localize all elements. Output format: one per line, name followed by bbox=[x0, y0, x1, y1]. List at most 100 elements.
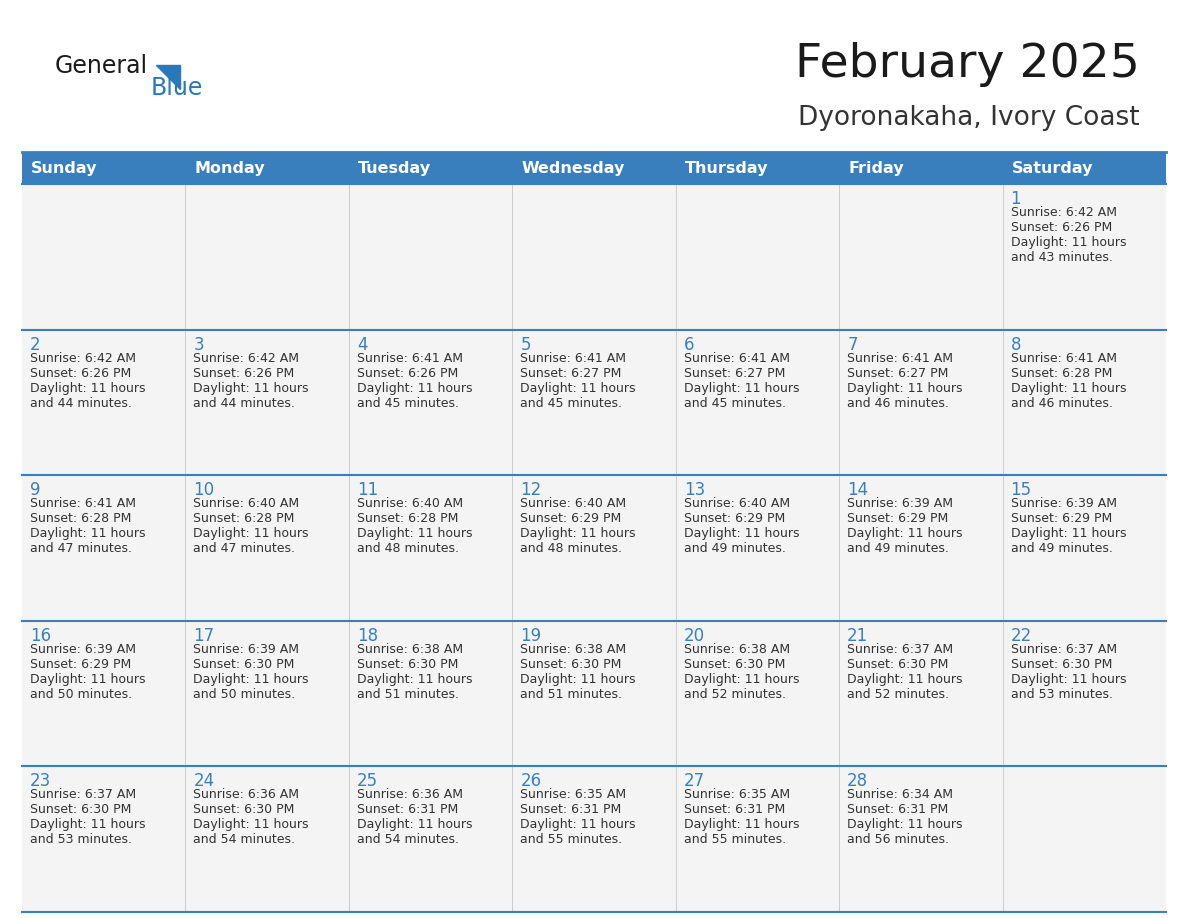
Text: Daylight: 11 hours: Daylight: 11 hours bbox=[30, 382, 145, 395]
Text: Sunset: 6:30 PM: Sunset: 6:30 PM bbox=[1011, 658, 1112, 671]
Text: Daylight: 11 hours: Daylight: 11 hours bbox=[520, 527, 636, 540]
Text: Tuesday: Tuesday bbox=[358, 161, 431, 175]
Text: Daylight: 11 hours: Daylight: 11 hours bbox=[356, 382, 473, 395]
Bar bbox=[185, 330, 349, 476]
Text: and 52 minutes.: and 52 minutes. bbox=[847, 688, 949, 700]
Text: and 48 minutes.: and 48 minutes. bbox=[356, 543, 459, 555]
Text: Wednesday: Wednesday bbox=[522, 161, 625, 175]
Text: 18: 18 bbox=[356, 627, 378, 644]
Text: and 50 minutes.: and 50 minutes. bbox=[194, 688, 296, 700]
Text: Daylight: 11 hours: Daylight: 11 hours bbox=[194, 382, 309, 395]
Text: 24: 24 bbox=[194, 772, 215, 790]
Text: Daylight: 11 hours: Daylight: 11 hours bbox=[684, 673, 800, 686]
Text: Sunset: 6:30 PM: Sunset: 6:30 PM bbox=[194, 803, 295, 816]
Bar bbox=[1003, 184, 1165, 330]
Bar bbox=[23, 152, 1165, 184]
Text: Daylight: 11 hours: Daylight: 11 hours bbox=[356, 673, 473, 686]
Text: 20: 20 bbox=[684, 627, 704, 644]
Text: and 49 minutes.: and 49 minutes. bbox=[684, 543, 785, 555]
Bar bbox=[349, 767, 512, 912]
Text: Daylight: 11 hours: Daylight: 11 hours bbox=[356, 527, 473, 540]
Text: Daylight: 11 hours: Daylight: 11 hours bbox=[1011, 382, 1126, 395]
Text: 6: 6 bbox=[684, 336, 694, 353]
Bar bbox=[512, 330, 676, 476]
Bar bbox=[23, 476, 185, 621]
Bar bbox=[23, 330, 185, 476]
Text: 21: 21 bbox=[847, 627, 868, 644]
Text: 8: 8 bbox=[1011, 336, 1020, 353]
Text: 11: 11 bbox=[356, 481, 378, 499]
Text: Daylight: 11 hours: Daylight: 11 hours bbox=[520, 382, 636, 395]
Text: Sunset: 6:28 PM: Sunset: 6:28 PM bbox=[1011, 366, 1112, 380]
Text: Friday: Friday bbox=[848, 161, 904, 175]
Text: Daylight: 11 hours: Daylight: 11 hours bbox=[520, 673, 636, 686]
Text: and 51 minutes.: and 51 minutes. bbox=[356, 688, 459, 700]
Text: Sunrise: 6:36 AM: Sunrise: 6:36 AM bbox=[356, 789, 463, 801]
Text: Sunset: 6:29 PM: Sunset: 6:29 PM bbox=[30, 658, 131, 671]
Text: and 52 minutes.: and 52 minutes. bbox=[684, 688, 785, 700]
Text: Daylight: 11 hours: Daylight: 11 hours bbox=[194, 673, 309, 686]
Text: Daylight: 11 hours: Daylight: 11 hours bbox=[684, 819, 800, 832]
Text: and 44 minutes.: and 44 minutes. bbox=[194, 397, 296, 409]
Bar bbox=[1003, 330, 1165, 476]
Bar bbox=[349, 184, 512, 330]
Text: Sunset: 6:29 PM: Sunset: 6:29 PM bbox=[684, 512, 785, 525]
Text: General: General bbox=[55, 54, 148, 78]
Text: 10: 10 bbox=[194, 481, 215, 499]
Text: Daylight: 11 hours: Daylight: 11 hours bbox=[194, 527, 309, 540]
Text: Sunset: 6:30 PM: Sunset: 6:30 PM bbox=[520, 658, 621, 671]
Text: and 45 minutes.: and 45 minutes. bbox=[684, 397, 785, 409]
Text: 23: 23 bbox=[30, 772, 51, 790]
Bar bbox=[676, 476, 839, 621]
Bar bbox=[676, 621, 839, 767]
Bar bbox=[349, 330, 512, 476]
Bar bbox=[512, 476, 676, 621]
Text: Sunrise: 6:41 AM: Sunrise: 6:41 AM bbox=[30, 498, 135, 510]
Text: Sunrise: 6:41 AM: Sunrise: 6:41 AM bbox=[356, 352, 463, 364]
Text: 5: 5 bbox=[520, 336, 531, 353]
Text: Sunrise: 6:40 AM: Sunrise: 6:40 AM bbox=[194, 498, 299, 510]
Text: and 46 minutes.: and 46 minutes. bbox=[1011, 397, 1112, 409]
Text: Daylight: 11 hours: Daylight: 11 hours bbox=[194, 819, 309, 832]
Text: Sunrise: 6:35 AM: Sunrise: 6:35 AM bbox=[520, 789, 626, 801]
Bar bbox=[185, 476, 349, 621]
Text: 15: 15 bbox=[1011, 481, 1031, 499]
Text: Sunset: 6:26 PM: Sunset: 6:26 PM bbox=[1011, 221, 1112, 234]
Text: Daylight: 11 hours: Daylight: 11 hours bbox=[1011, 527, 1126, 540]
Text: 3: 3 bbox=[194, 336, 204, 353]
Text: Sunset: 6:26 PM: Sunset: 6:26 PM bbox=[30, 366, 131, 380]
Bar bbox=[676, 184, 839, 330]
Polygon shape bbox=[156, 65, 181, 89]
Text: Daylight: 11 hours: Daylight: 11 hours bbox=[847, 382, 962, 395]
Text: Sunset: 6:31 PM: Sunset: 6:31 PM bbox=[520, 803, 621, 816]
Text: Sunrise: 6:41 AM: Sunrise: 6:41 AM bbox=[1011, 352, 1117, 364]
Text: and 55 minutes.: and 55 minutes. bbox=[684, 834, 785, 846]
Text: Daylight: 11 hours: Daylight: 11 hours bbox=[847, 527, 962, 540]
Bar bbox=[185, 621, 349, 767]
Bar bbox=[23, 621, 185, 767]
Text: 12: 12 bbox=[520, 481, 542, 499]
Bar bbox=[512, 621, 676, 767]
Text: 28: 28 bbox=[847, 772, 868, 790]
Text: Sunrise: 6:40 AM: Sunrise: 6:40 AM bbox=[520, 498, 626, 510]
Text: Sunrise: 6:41 AM: Sunrise: 6:41 AM bbox=[520, 352, 626, 364]
Text: Sunrise: 6:39 AM: Sunrise: 6:39 AM bbox=[194, 643, 299, 655]
Text: Daylight: 11 hours: Daylight: 11 hours bbox=[30, 819, 145, 832]
Text: Sunset: 6:31 PM: Sunset: 6:31 PM bbox=[356, 803, 459, 816]
Bar bbox=[839, 767, 1003, 912]
Text: Sunrise: 6:35 AM: Sunrise: 6:35 AM bbox=[684, 789, 790, 801]
Text: 13: 13 bbox=[684, 481, 704, 499]
Text: Daylight: 11 hours: Daylight: 11 hours bbox=[520, 819, 636, 832]
Text: Sunrise: 6:39 AM: Sunrise: 6:39 AM bbox=[30, 643, 135, 655]
Bar bbox=[1003, 621, 1165, 767]
Text: 4: 4 bbox=[356, 336, 367, 353]
Text: and 54 minutes.: and 54 minutes. bbox=[194, 834, 296, 846]
Text: Daylight: 11 hours: Daylight: 11 hours bbox=[1011, 236, 1126, 249]
Text: 27: 27 bbox=[684, 772, 704, 790]
Text: Sunset: 6:29 PM: Sunset: 6:29 PM bbox=[847, 512, 948, 525]
Text: and 47 minutes.: and 47 minutes. bbox=[194, 543, 296, 555]
Bar bbox=[349, 476, 512, 621]
Bar bbox=[23, 184, 185, 330]
Text: Sunset: 6:26 PM: Sunset: 6:26 PM bbox=[194, 366, 295, 380]
Text: and 54 minutes.: and 54 minutes. bbox=[356, 834, 459, 846]
